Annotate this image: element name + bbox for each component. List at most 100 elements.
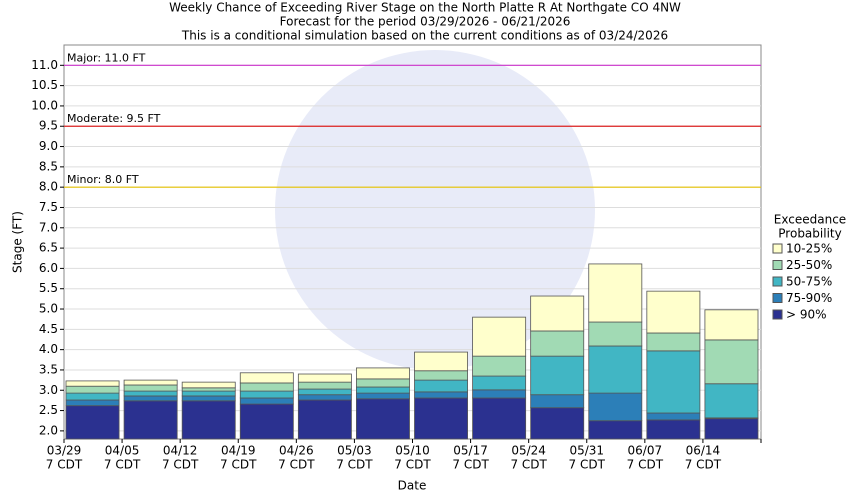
- legend-label: 50-75%: [786, 275, 832, 289]
- bar-segment: [181, 381, 236, 389]
- watermark: [275, 50, 595, 370]
- x-tick-sublabel: 7 CDT: [452, 458, 489, 472]
- x-tick-sublabel: 7 CDT: [162, 458, 199, 472]
- x-tick-sublabel: 7 CDT: [278, 458, 315, 472]
- y-tick-label: 2.0: [39, 423, 58, 437]
- bar-segment: [123, 384, 178, 392]
- x-tick-label: 05/03: [337, 444, 372, 458]
- x-tick-sublabel: 7 CDT: [46, 458, 83, 472]
- bar-segment: [646, 332, 701, 352]
- x-tick-sublabel: 7 CDT: [510, 458, 547, 472]
- y-tick-label: 7.5: [39, 200, 58, 214]
- y-tick-label: 6.5: [39, 241, 58, 255]
- x-tick-sublabel: 7 CDT: [627, 458, 664, 472]
- bar-segment: [414, 391, 468, 399]
- legend-title: Exceedance: [774, 213, 846, 227]
- y-tick-label: 5.5: [39, 281, 58, 295]
- bar-segment: [588, 321, 643, 347]
- bar-segment: [530, 355, 585, 396]
- bar-segment: [181, 395, 236, 402]
- y-tick-label: 10.5: [31, 78, 58, 92]
- bar-segment: [123, 400, 178, 440]
- bar-segment: [530, 407, 585, 440]
- x-tick-label: 06/14: [686, 444, 721, 458]
- x-tick-label: 04/12: [163, 444, 198, 458]
- bar-segment: [414, 370, 468, 381]
- y-tick-label: 2.5: [39, 403, 58, 417]
- y-tick-label: 4.5: [39, 322, 58, 336]
- bar-segment: [239, 372, 294, 384]
- bar-segment: [65, 399, 120, 407]
- bar-segment: [356, 386, 410, 394]
- legend-swatch: [772, 243, 783, 254]
- x-tick-label: 04/19: [221, 444, 256, 458]
- bar-segment: [414, 397, 468, 440]
- bar-segment: [356, 398, 410, 440]
- legend-label: 10-25%: [786, 242, 832, 256]
- bar-segment: [181, 390, 236, 397]
- bar-segment: [472, 316, 527, 357]
- bar-segment: [123, 379, 178, 386]
- bar-segment: [646, 350, 701, 414]
- y-tick-label: 8.0: [39, 180, 58, 194]
- legend-title: Probability: [778, 227, 841, 241]
- bar-segment: [123, 395, 178, 402]
- bar-segment: [588, 392, 643, 422]
- chart-title: Weekly Chance of Exceeding River Stage o…: [169, 1, 681, 15]
- chart-subtitle: This is a conditional simulation based o…: [181, 29, 668, 43]
- bar-segment: [472, 375, 527, 391]
- x-tick-sublabel: 7 CDT: [569, 458, 606, 472]
- x-tick-sublabel: 7 CDT: [685, 458, 722, 472]
- bar-segment: [704, 418, 759, 440]
- bar-segment: [297, 394, 352, 401]
- y-tick-label: 6.0: [39, 261, 58, 275]
- bar-segment: [530, 295, 585, 332]
- x-tick-label: 03/29: [47, 444, 82, 458]
- bar-segment: [704, 309, 759, 341]
- legend-swatch: [772, 293, 783, 303]
- bar-segment: [239, 382, 294, 392]
- legend-swatch: [772, 260, 783, 270]
- bar-segment: [239, 390, 294, 399]
- legend-label: 75-90%: [786, 291, 832, 305]
- bar-segment: [472, 389, 527, 399]
- bar-segment: [704, 383, 759, 419]
- x-tick-label: 05/24: [511, 444, 546, 458]
- x-tick-label: 05/17: [453, 444, 488, 458]
- bar-segment: [646, 419, 701, 440]
- x-tick-sublabel: 7 CDT: [336, 458, 373, 472]
- bar-segment: [297, 381, 352, 390]
- bar-segment: [588, 345, 643, 394]
- bar-segment: [356, 392, 410, 400]
- chart-subtitle: Forecast for the period 03/29/2026 - 06/…: [280, 15, 571, 29]
- bar-segment: [181, 387, 236, 392]
- bar-segment: [414, 379, 468, 393]
- x-tick-label: 04/26: [279, 444, 314, 458]
- y-tick-label: 11.0: [31, 58, 58, 72]
- y-tick-label: 7.0: [39, 220, 58, 234]
- y-tick-label: 4.0: [39, 342, 58, 356]
- y-tick-label: 9.0: [39, 139, 58, 153]
- bar-segment: [65, 405, 120, 440]
- bar-segment: [530, 394, 585, 409]
- x-tick-label: 04/05: [105, 444, 140, 458]
- bar-segment: [239, 397, 294, 405]
- y-tick-label: 10.0: [31, 98, 58, 112]
- bar-segment: [356, 367, 410, 380]
- y-tick-label: 5.0: [39, 302, 58, 316]
- y-tick-label: 3.0: [39, 383, 58, 397]
- x-tick-sublabel: 7 CDT: [394, 458, 431, 472]
- bar-segment: [181, 400, 236, 440]
- bar-segment: [646, 290, 701, 334]
- x-tick-label: 05/10: [395, 444, 430, 458]
- x-tick-label: 06/07: [628, 444, 663, 458]
- x-tick-sublabel: 7 CDT: [220, 458, 257, 472]
- x-tick-sublabel: 7 CDT: [104, 458, 141, 472]
- legend-swatch: [772, 309, 783, 320]
- legend-label: > 90%: [786, 308, 827, 322]
- y-tick-label: 3.5: [39, 362, 58, 376]
- threshold-label: Major: 11.0 FT: [67, 51, 146, 64]
- bar-segment: [239, 403, 294, 440]
- legend-swatch: [772, 276, 783, 287]
